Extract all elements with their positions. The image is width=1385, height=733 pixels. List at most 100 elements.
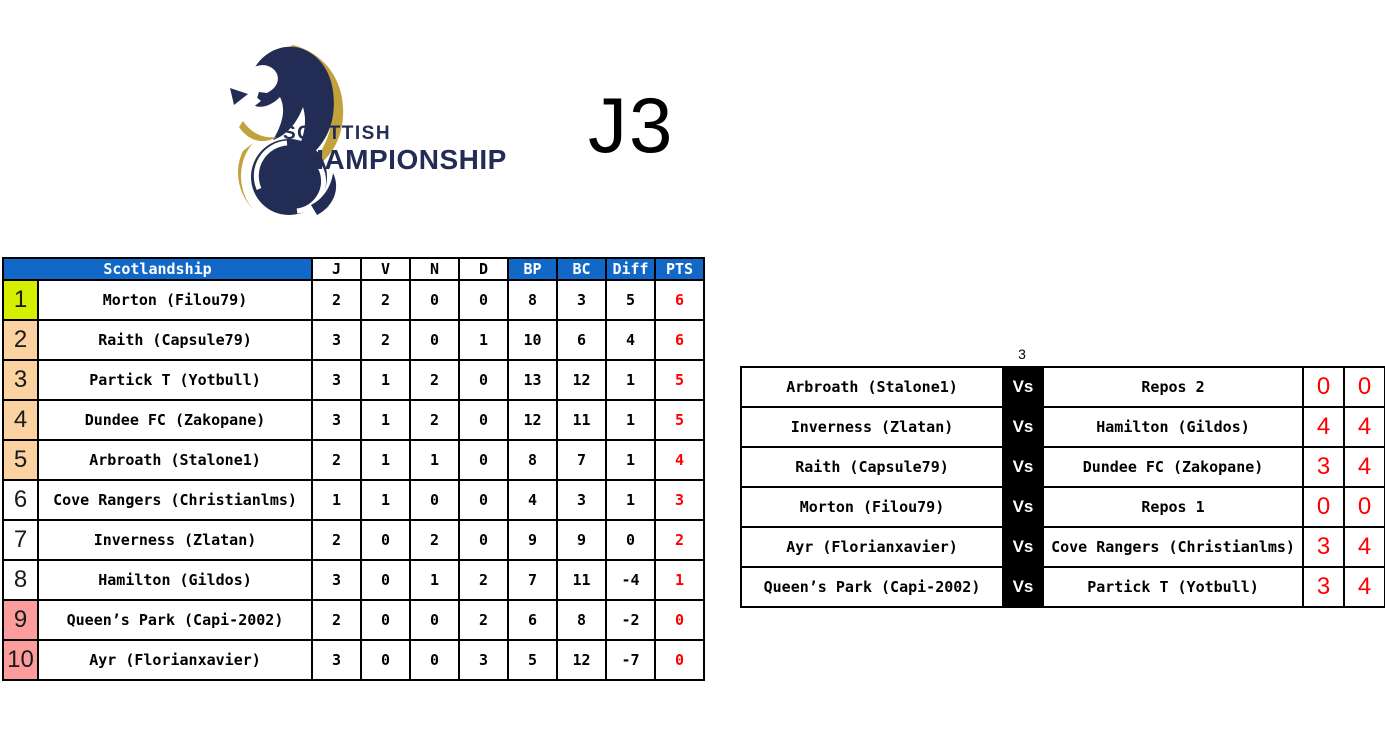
goals-against-cell: 3 (556, 479, 607, 521)
logo-wordmark: SCOTTISH CHAMPIONSHIP (283, 124, 507, 174)
points-cell: 6 (654, 279, 705, 321)
points-cell: 5 (654, 399, 705, 441)
goals-for-cell: 9 (507, 519, 558, 561)
away-score-cell: 4 (1343, 446, 1385, 488)
wins-cell: 2 (360, 279, 411, 321)
position-cell: 4 (2, 399, 39, 441)
col-header-bp: BP (507, 257, 558, 281)
position-cell: 3 (2, 359, 39, 401)
played-cell: 3 (311, 359, 362, 401)
vs-cell: Vs (1002, 406, 1044, 448)
home-team-cell: Raith (Capsule79) (740, 446, 1004, 488)
position-cell: 9 (2, 599, 39, 641)
standings-row: 7 Inverness (Zlatan) 2 0 2 0 9 9 0 2 (2, 519, 705, 561)
matchday-title: J3 (588, 81, 675, 169)
home-score-cell: 0 (1302, 486, 1345, 528)
position-cell: 10 (2, 639, 39, 681)
away-team-cell: Hamilton (Gildos) (1042, 406, 1304, 448)
col-header-diff: Diff (605, 257, 656, 281)
points-cell: 4 (654, 439, 705, 481)
fixture-row: Arbroath (Stalone1) Vs Repos 2 0 0 (740, 366, 1385, 408)
goals-against-cell: 9 (556, 519, 607, 561)
fixtures-table: Arbroath (Stalone1) Vs Repos 2 0 0 Inver… (740, 366, 1385, 608)
draws-cell: 0 (409, 279, 460, 321)
col-header-v: V (360, 257, 411, 281)
losses-cell: 1 (458, 319, 509, 361)
goal-diff-cell: -7 (605, 639, 656, 681)
standings-row: 10 Ayr (Florianxavier) 3 0 0 3 5 12 -7 0 (2, 639, 705, 681)
losses-cell: 3 (458, 639, 509, 681)
home-score-cell: 3 (1302, 566, 1345, 608)
draws-cell: 2 (409, 519, 460, 561)
losses-cell: 0 (458, 399, 509, 441)
goal-diff-cell: 1 (605, 399, 656, 441)
points-cell: 3 (654, 479, 705, 521)
col-header-j: J (311, 257, 362, 281)
goals-against-cell: 6 (556, 319, 607, 361)
vs-cell: Vs (1002, 446, 1044, 488)
wins-cell: 1 (360, 399, 411, 441)
home-score-cell: 3 (1302, 446, 1345, 488)
fixture-row: Inverness (Zlatan) Vs Hamilton (Gildos) … (740, 406, 1385, 448)
team-name-cell: Queen’s Park (Capi-2002) (37, 599, 313, 641)
away-team-cell: Repos 1 (1042, 486, 1304, 528)
goals-for-cell: 7 (507, 559, 558, 601)
draws-cell: 1 (409, 439, 460, 481)
away-team-cell: Partick T (Yotbull) (1042, 566, 1304, 608)
standings-row: 2 Raith (Capsule79) 3 2 0 1 10 6 4 6 (2, 319, 705, 361)
standings-row: 1 Morton (Filou79) 2 2 0 0 8 3 5 6 (2, 279, 705, 321)
goal-diff-cell: 5 (605, 279, 656, 321)
team-name-cell: Inverness (Zlatan) (37, 519, 313, 561)
goals-for-cell: 5 (507, 639, 558, 681)
logo-line-championship: CHAMPIONSHIP (283, 144, 507, 175)
team-name-cell: Arbroath (Stalone1) (37, 439, 313, 481)
played-cell: 3 (311, 319, 362, 361)
wins-cell: 2 (360, 319, 411, 361)
draws-cell: 0 (409, 639, 460, 681)
losses-cell: 0 (458, 439, 509, 481)
home-score-cell: 4 (1302, 406, 1345, 448)
losses-cell: 0 (458, 279, 509, 321)
home-team-cell: Inverness (Zlatan) (740, 406, 1004, 448)
wins-cell: 0 (360, 599, 411, 641)
draws-cell: 0 (409, 479, 460, 521)
team-name-cell: Ayr (Florianxavier) (37, 639, 313, 681)
played-cell: 2 (311, 599, 362, 641)
draws-cell: 0 (409, 599, 460, 641)
standings-row: 3 Partick T (Yotbull) 3 1 2 0 13 12 1 5 (2, 359, 705, 401)
goal-diff-cell: 1 (605, 439, 656, 481)
goals-for-cell: 12 (507, 399, 558, 441)
logo-line-scottish: SCOTTISH (283, 123, 392, 144)
goals-for-cell: 13 (507, 359, 558, 401)
goals-for-cell: 4 (507, 479, 558, 521)
goals-for-cell: 6 (507, 599, 558, 641)
played-cell: 3 (311, 559, 362, 601)
team-name-cell: Dundee FC (Zakopane) (37, 399, 313, 441)
away-team-cell: Repos 2 (1042, 366, 1304, 408)
goal-diff-cell: -2 (605, 599, 656, 641)
draws-cell: 0 (409, 319, 460, 361)
position-cell: 5 (2, 439, 39, 481)
wins-cell: 1 (360, 479, 411, 521)
fixture-row: Raith (Capsule79) Vs Dundee FC (Zakopane… (740, 446, 1385, 488)
standings-row: 8 Hamilton (Gildos) 3 0 1 2 7 11 -4 1 (2, 559, 705, 601)
vs-cell: Vs (1002, 526, 1044, 568)
col-header-n: N (409, 257, 460, 281)
team-name-cell: Cove Rangers (Christianlms) (37, 479, 313, 521)
goal-diff-cell: -4 (605, 559, 656, 601)
home-team-cell: Queen’s Park (Capi-2002) (740, 566, 1004, 608)
away-score-cell: 4 (1343, 406, 1385, 448)
fixture-row: Ayr (Florianxavier) Vs Cove Rangers (Chr… (740, 526, 1385, 568)
position-cell: 6 (2, 479, 39, 521)
vs-cell: Vs (1002, 486, 1044, 528)
goals-against-cell: 3 (556, 279, 607, 321)
played-cell: 2 (311, 279, 362, 321)
home-team-cell: Arbroath (Stalone1) (740, 366, 1004, 408)
standings-header-row: Scotlandship J V N D BP BC Diff PTS (2, 257, 705, 281)
col-header-d: D (458, 257, 509, 281)
goals-against-cell: 12 (556, 359, 607, 401)
played-cell: 3 (311, 639, 362, 681)
goals-against-cell: 11 (556, 399, 607, 441)
position-cell: 8 (2, 559, 39, 601)
goals-against-cell: 12 (556, 639, 607, 681)
